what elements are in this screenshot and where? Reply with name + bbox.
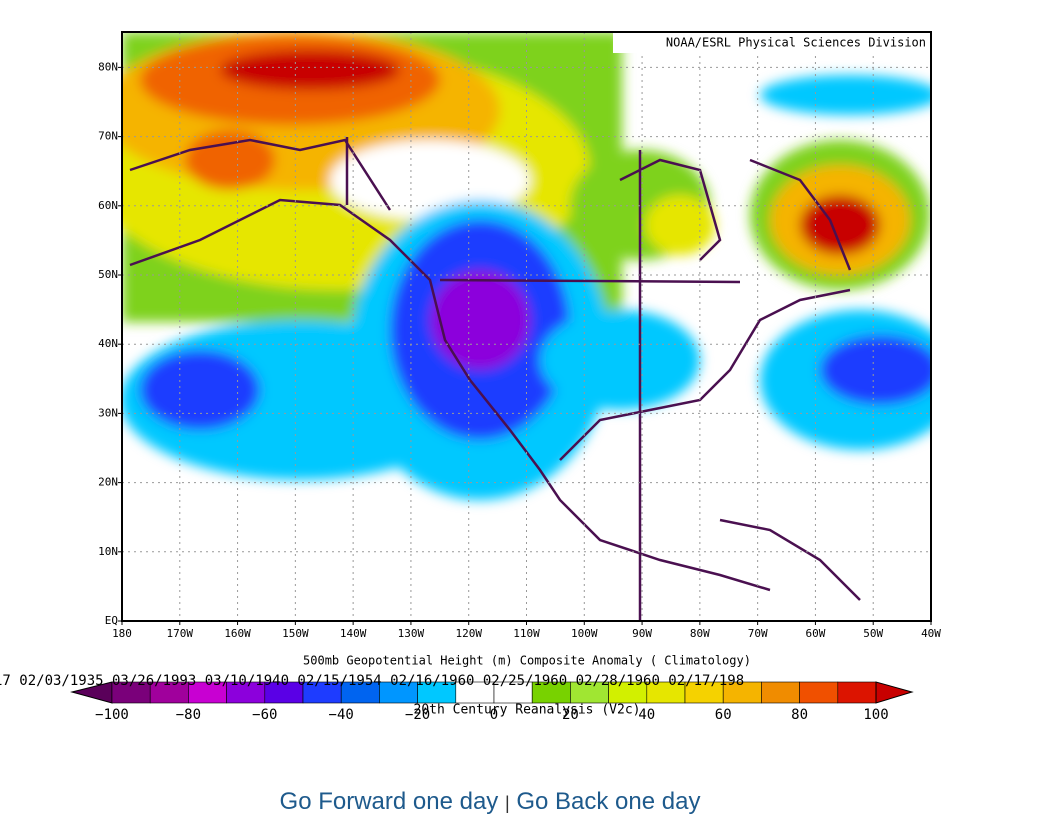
colorbar-segment — [761, 681, 800, 704]
map-title: 500mb Geopotential Height (m) Composite … — [303, 654, 751, 668]
colorbar-label: 60 — [715, 707, 732, 723]
lon-label: 140W — [340, 627, 367, 640]
separator: | — [504, 793, 510, 813]
lon-label: 130W — [398, 627, 425, 640]
colorbar-segment — [837, 681, 877, 704]
lat-label: 60N — [98, 199, 118, 212]
lon-label: 90W — [632, 627, 652, 640]
lon-label: 60W — [805, 627, 825, 640]
lon-label: 120W — [455, 627, 482, 640]
lon-label: 110W — [513, 627, 540, 640]
lon-label: 160W — [224, 627, 251, 640]
colorbar-segment — [799, 681, 839, 704]
lat-label: 80N — [98, 60, 118, 73]
lon-label: 150W — [282, 627, 309, 640]
lat-label: EQ — [105, 614, 118, 627]
nav: Go Forward one day | Go Back one day — [0, 788, 980, 816]
lat-label: 40N — [98, 337, 118, 350]
lat-label: 70N — [98, 130, 118, 143]
lon-label: 70W — [748, 627, 768, 640]
credit: NOAA/ESRL Physical Sciences Division — [666, 36, 926, 50]
colorbar-label: 80 — [791, 707, 808, 723]
colorbar-end — [875, 681, 914, 704]
lat-label: 50N — [98, 268, 118, 281]
colorbar-label: −60 — [252, 707, 277, 723]
subtitle: 20th Century Reanalysis (V2c) — [414, 703, 641, 718]
colorbar-label: 20 — [562, 707, 579, 723]
colorbar-label: 100 — [863, 707, 888, 723]
colorbar-label: 0 — [490, 707, 498, 723]
lon-label: 100W — [571, 627, 598, 640]
lon-label: 40W — [921, 627, 941, 640]
colorbar-label: 40 — [638, 707, 655, 723]
credit-box — [613, 33, 930, 53]
colorbar-label: −100 — [95, 707, 129, 723]
colorbar — [70, 681, 914, 704]
colorbar-label: −40 — [329, 707, 354, 723]
lat-label: 20N — [98, 476, 118, 489]
back-link[interactable]: Go Back one day — [516, 788, 701, 815]
colorbar-label: −80 — [176, 707, 201, 723]
lon-label: 50W — [863, 627, 883, 640]
lon-label: 180 — [112, 627, 132, 640]
anomaly-field — [122, 32, 931, 621]
forward-link[interactable]: Go Forward one day — [279, 788, 499, 815]
map-figure: NOAA/ESRL Physical Sciences Division 80N… — [0, 31, 941, 723]
lon-label: 170W — [167, 627, 194, 640]
lon-label: 80W — [690, 627, 710, 640]
lat-label: 10N — [98, 545, 118, 558]
dates: 17 02/03/1935 03/26/1993 03/10/1940 02/1… — [0, 673, 744, 689]
lat-label: 30N — [98, 406, 118, 419]
colorbar-label: −20 — [405, 707, 430, 723]
